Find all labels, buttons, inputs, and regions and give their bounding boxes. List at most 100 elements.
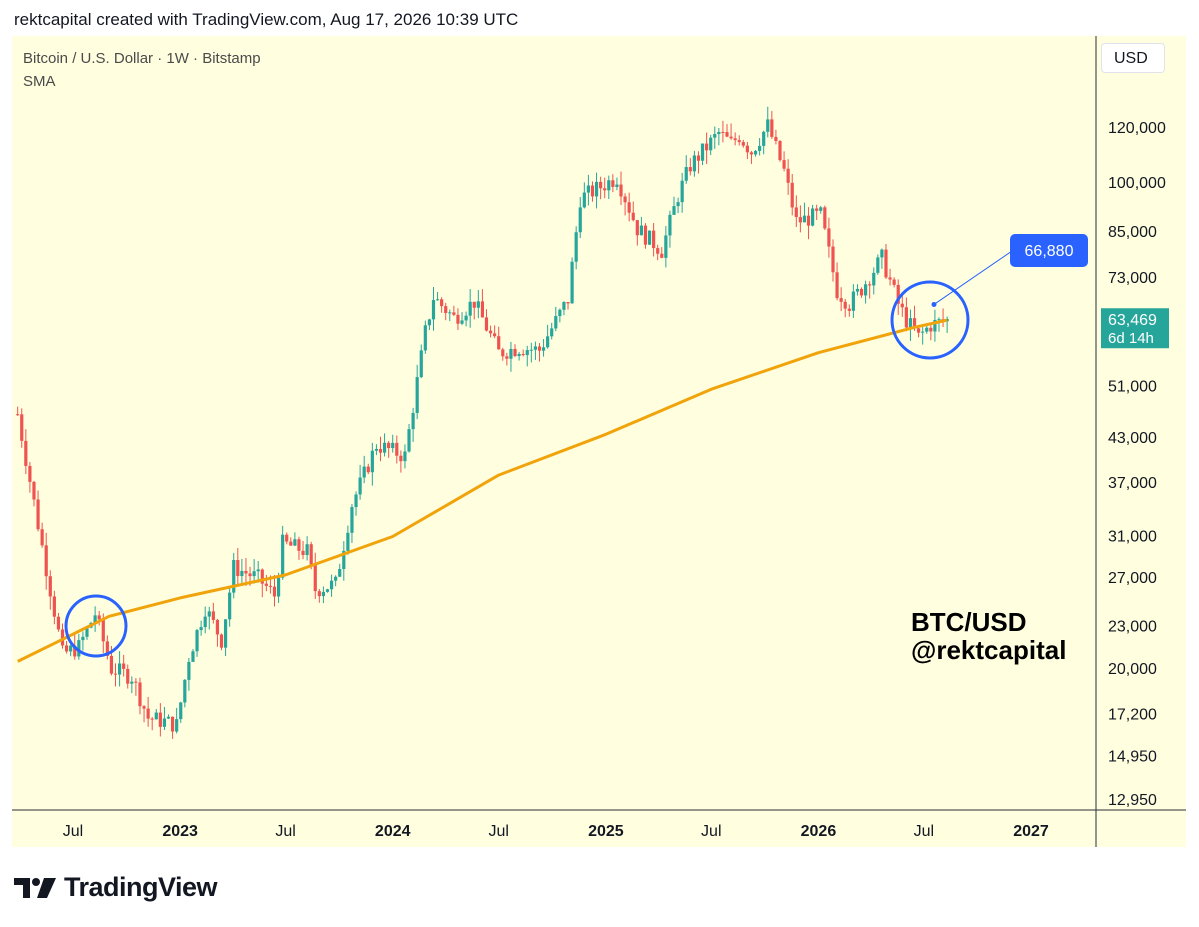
candle-body <box>945 319 949 322</box>
chart-area[interactable] <box>12 36 1186 847</box>
candle-body <box>228 592 232 620</box>
candle-body <box>354 494 358 508</box>
candle-body <box>460 320 464 324</box>
candle-body <box>741 142 745 146</box>
candle-body <box>713 134 717 138</box>
candle-body <box>81 636 85 641</box>
candle-body <box>256 569 260 572</box>
candle-body <box>36 499 40 530</box>
candle-body <box>709 137 713 151</box>
candle-body <box>925 327 929 332</box>
candle-body <box>20 414 24 441</box>
candle-body <box>733 138 737 141</box>
candle-body <box>85 627 89 637</box>
candle-body <box>187 661 191 680</box>
y-tick-label: 37,000 <box>1108 475 1157 492</box>
candle-body <box>917 328 921 333</box>
candle-body <box>859 288 864 296</box>
candle-body <box>766 119 770 132</box>
candle-body <box>513 348 517 357</box>
candle-body <box>660 253 664 258</box>
candle-body <box>672 206 676 215</box>
candle-body <box>301 550 305 556</box>
candle-body <box>815 208 819 211</box>
candle-body <box>244 570 248 574</box>
candle-body <box>884 249 888 278</box>
candle-body <box>554 316 558 329</box>
candle-body <box>537 346 542 351</box>
y-tick-label: 31,000 <box>1108 529 1157 546</box>
candle-body <box>529 349 533 351</box>
candle-body <box>912 318 917 329</box>
tradingview-logo[interactable]: TradingView <box>14 872 218 903</box>
candle-body <box>370 450 374 473</box>
candle-body <box>872 272 876 286</box>
candle-body <box>590 185 595 197</box>
tradingview-logo-icon <box>14 877 56 898</box>
candle-body <box>325 589 330 592</box>
candle-body <box>175 719 179 732</box>
candle-body <box>44 545 48 577</box>
candle-body <box>546 336 550 348</box>
candle-body <box>778 141 782 161</box>
candle-body <box>762 131 766 146</box>
candle-body <box>541 347 546 351</box>
candle-body <box>16 414 20 416</box>
candle-body <box>305 544 309 556</box>
candle-body <box>607 180 611 191</box>
candle-body <box>505 356 509 359</box>
candle-body <box>456 314 460 324</box>
candle-body <box>611 180 615 187</box>
candle-body <box>623 196 627 203</box>
candle-body <box>321 591 326 597</box>
candle-body <box>753 150 758 155</box>
currency-button[interactable]: USD <box>1101 43 1165 73</box>
candle-body <box>232 559 236 593</box>
candle-body <box>468 301 472 316</box>
candle-body <box>162 718 167 727</box>
candle-body <box>888 277 892 280</box>
candle-body <box>631 212 635 221</box>
candle-body <box>93 615 97 623</box>
candle-body <box>806 215 811 226</box>
candle-body <box>28 465 32 482</box>
indicator-label[interactable]: SMA <box>23 73 56 90</box>
candle-body <box>823 207 827 229</box>
y-tick-label: 27,000 <box>1108 570 1157 587</box>
candle-body <box>692 155 696 172</box>
candle-body <box>317 591 321 597</box>
y-tick-label: 51,000 <box>1108 378 1157 395</box>
candle-body <box>166 716 171 719</box>
candle-body <box>419 350 423 378</box>
watermark-symbol: BTC/USD <box>911 607 1027 637</box>
candle-body <box>387 442 391 449</box>
candle-body <box>101 619 105 642</box>
candle-body <box>517 353 521 357</box>
candle-body <box>346 532 350 551</box>
candle-body <box>599 181 603 189</box>
candle-body <box>521 353 525 356</box>
candle-body <box>219 634 224 648</box>
bar-countdown-label: 6d 14h <box>1108 330 1154 347</box>
candle-body <box>484 317 489 331</box>
candle-body <box>252 571 256 577</box>
candle-body <box>725 132 729 137</box>
candle-body <box>350 507 354 533</box>
candle-body <box>170 716 175 732</box>
candle-body <box>48 576 52 597</box>
candle-body <box>643 225 648 245</box>
candle-body <box>395 442 399 456</box>
candle-body <box>268 585 273 587</box>
candle-body <box>289 541 293 546</box>
candle-body <box>358 477 362 495</box>
candle-body <box>97 615 101 620</box>
y-tick-label: 20,000 <box>1108 661 1157 678</box>
candle-body <box>203 616 207 628</box>
candle-body <box>309 544 313 565</box>
candle-body <box>525 350 529 356</box>
candle-body <box>69 645 73 652</box>
candle-body <box>855 288 860 292</box>
x-tick-label: 2027 <box>1013 823 1049 840</box>
candle-body <box>639 225 643 236</box>
